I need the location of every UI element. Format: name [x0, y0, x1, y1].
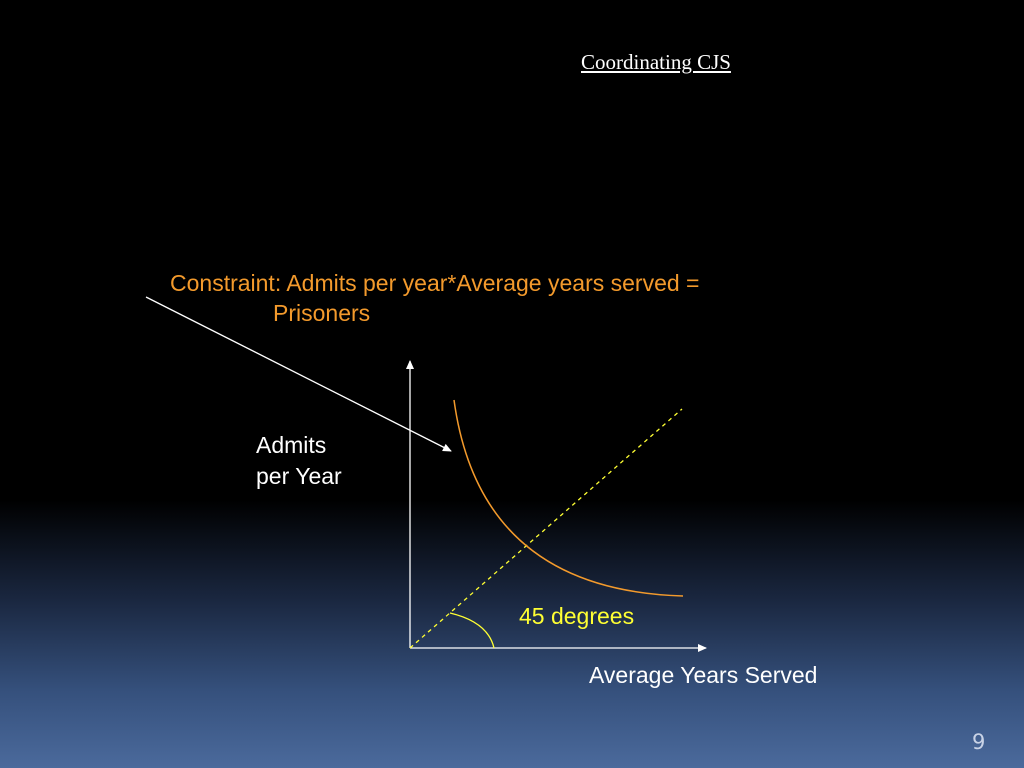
constraint-label: Constraint: Admits per year*Average year… — [170, 268, 699, 328]
angle-label: 45 degrees — [519, 603, 635, 629]
constraint-label-line2: Prisoners — [273, 300, 371, 326]
x-axis-label: Average Years Served — [589, 662, 818, 688]
angle-arc — [449, 612, 495, 649]
slide-title: Coordinating CJS — [581, 50, 731, 74]
y-axis-label-line2: per Year — [256, 463, 342, 489]
y-axis-label: Admits per Year — [256, 430, 342, 492]
constraint-curve — [453, 399, 684, 597]
constraint-label-line1: Constraint: Admits per year*Average year… — [170, 270, 700, 296]
slide-number: 9 — [972, 730, 986, 754]
pointer-arrow — [145, 296, 452, 452]
y-axis-label-line1: Admits — [256, 432, 327, 458]
